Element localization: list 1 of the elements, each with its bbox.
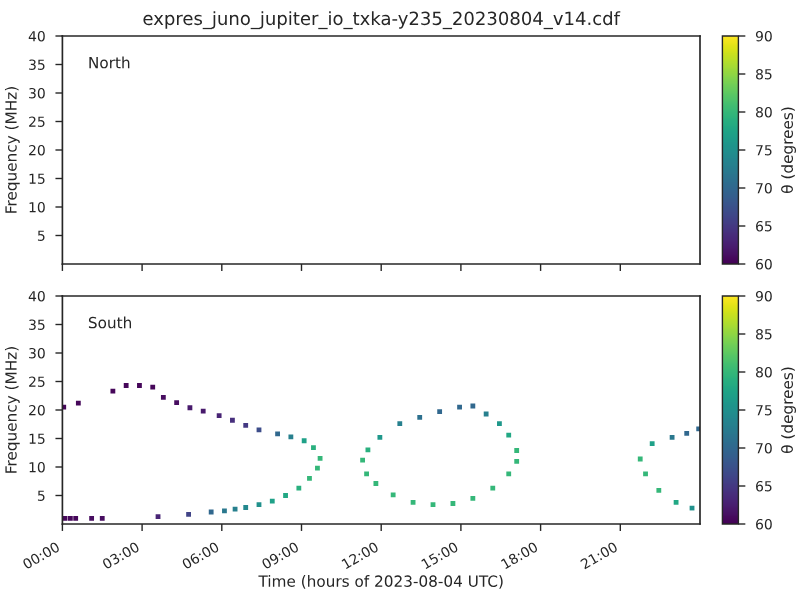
chart-title: expres_juno_jupiter_io_txka-y235_20230804_v14.cdf <box>143 11 621 30</box>
